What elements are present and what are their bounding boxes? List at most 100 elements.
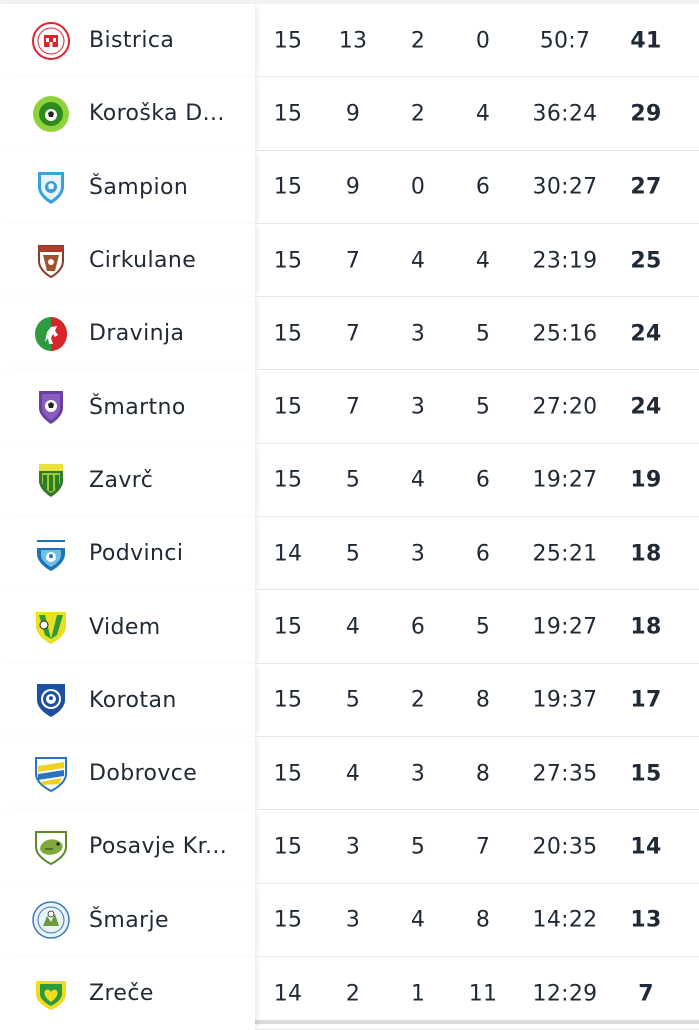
team-stats: 15 7 4 4 23:19 25 [255, 224, 699, 297]
matches-drawn: 3 [410, 394, 426, 420]
table-row[interactable]: Cirkulane 15 7 4 4 23:19 25 [0, 223, 699, 298]
matches-drawn: 2 [410, 687, 426, 713]
matches-lost: 5 [475, 614, 491, 640]
goal-difference: 25:21 [532, 541, 598, 567]
table-row[interactable]: Korotan 15 5 2 8 19:37 17 [0, 663, 699, 737]
team-cell[interactable]: Šampion [0, 150, 255, 224]
points: 41 [630, 28, 662, 54]
matches-drawn: 3 [410, 541, 426, 567]
goal-difference: 20:35 [532, 834, 598, 860]
matches-won: 9 [345, 174, 361, 200]
team-cell[interactable]: Posavje Kr... [0, 810, 255, 884]
matches-played: 15 [273, 321, 303, 347]
matches-lost: 4 [475, 101, 491, 127]
matches-lost: 5 [475, 394, 491, 420]
team-stats: 15 9 2 4 36:24 29 [255, 77, 699, 150]
zrece-crest-icon [31, 974, 71, 1014]
team-name[interactable]: Dobrovce [89, 761, 198, 787]
team-name[interactable]: Zreče [89, 981, 154, 1006]
team-cell[interactable]: Dravinja [0, 297, 255, 371]
team-name[interactable]: Korotan [89, 687, 177, 713]
points: 15 [630, 761, 662, 787]
team-name[interactable]: Šampion [89, 174, 189, 200]
goal-difference: 27:20 [532, 394, 598, 420]
matches-lost: 8 [475, 687, 491, 713]
team-name[interactable]: Posavje Kr... [89, 834, 228, 860]
matches-won: 13 [338, 28, 368, 54]
team-name[interactable]: Dravinja [89, 321, 185, 347]
team-name[interactable]: Bistrica [89, 28, 175, 54]
goal-difference: 30:27 [532, 174, 598, 200]
table-row[interactable]: Šmartno 15 7 3 5 27:20 24 [0, 370, 699, 444]
team-stats: 15 13 2 0 50:7 41 [255, 4, 699, 77]
table-row[interactable]: Zavrč 15 5 4 6 19:27 19 [0, 443, 699, 518]
team-cell[interactable]: Bistrica [0, 4, 255, 78]
bottom-divider [0, 1020, 699, 1024]
standings-table: Bistrica 15 13 2 0 50:7 41 Koroška D... … [0, 4, 699, 1030]
matches-lost: 6 [475, 541, 491, 567]
matches-lost: 5 [475, 321, 491, 347]
table-row[interactable]: Podvinci 14 5 3 6 25:21 18 [0, 517, 699, 591]
points: 13 [630, 907, 662, 933]
matches-lost: 7 [475, 834, 491, 860]
table-row[interactable]: Posavje Kr... 15 3 5 7 20:35 14 [0, 810, 699, 884]
matches-won: 5 [345, 467, 361, 493]
team-stats: 15 7 3 5 25:16 24 [255, 297, 699, 370]
points: 25 [630, 248, 662, 274]
matches-played: 15 [273, 101, 303, 127]
matches-lost: 0 [475, 28, 491, 54]
matches-lost: 8 [475, 907, 491, 933]
team-name[interactable]: Zavrč [89, 467, 154, 493]
matches-played: 15 [273, 907, 303, 933]
goal-difference: 25:16 [532, 321, 598, 347]
matches-drawn: 5 [410, 834, 426, 860]
table-row[interactable]: Bistrica 15 13 2 0 50:7 41 [0, 4, 699, 78]
team-cell[interactable]: Šmartno [0, 370, 255, 444]
matches-won: 3 [345, 834, 361, 860]
team-cell[interactable]: Šmarje [0, 883, 255, 957]
team-cell[interactable]: Zreče [0, 956, 255, 1030]
team-cell[interactable]: Videm [0, 590, 255, 664]
table-row[interactable]: Videm 15 4 6 5 19:27 18 [0, 590, 699, 664]
goal-difference: 36:24 [532, 101, 598, 127]
points: 24 [630, 394, 662, 420]
matches-played: 15 [273, 28, 303, 54]
team-cell[interactable]: Zavrč [0, 443, 255, 518]
matches-won: 9 [345, 101, 361, 127]
team-stats: 15 7 3 5 27:20 24 [255, 370, 699, 443]
matches-lost: 8 [475, 761, 491, 787]
points: 19 [630, 467, 662, 493]
team-cell[interactable]: Podvinci [0, 517, 255, 591]
team-cell[interactable]: Koroška D... [0, 77, 255, 151]
table-row[interactable]: Šmarje 15 3 4 8 14:22 13 [0, 883, 699, 957]
points: 14 [630, 834, 662, 860]
points: 17 [630, 687, 662, 713]
matches-drawn: 6 [410, 614, 426, 640]
team-cell[interactable]: Dobrovce [0, 736, 255, 811]
team-name[interactable]: Podvinci [89, 541, 184, 567]
posavje-crest-icon [31, 827, 71, 867]
matches-won: 4 [345, 761, 361, 787]
team-name[interactable]: Cirkulane [89, 248, 197, 274]
team-cell[interactable]: Korotan [0, 663, 255, 737]
smarje-crest-icon [31, 900, 71, 940]
table-row[interactable]: Dobrovce 15 4 3 8 27:35 15 [0, 736, 699, 811]
table-row[interactable]: Koroška D... 15 9 2 4 36:24 29 [0, 77, 699, 151]
team-stats: 15 4 6 5 19:27 18 [255, 590, 699, 663]
team-name[interactable]: Šmartno [89, 394, 186, 420]
matches-drawn: 2 [410, 28, 426, 54]
team-cell[interactable]: Cirkulane [0, 223, 255, 298]
team-name[interactable]: Videm [89, 614, 161, 640]
team-name[interactable]: Koroška D... [89, 101, 225, 127]
matches-drawn: 3 [410, 761, 426, 787]
zavrc-crest-icon [31, 460, 71, 500]
table-row[interactable]: Dravinja 15 7 3 5 25:16 24 [0, 297, 699, 371]
goal-difference: 50:7 [539, 28, 591, 54]
matches-drawn: 1 [410, 981, 426, 1006]
table-row[interactable]: Šampion 15 9 0 6 30:27 27 [0, 150, 699, 224]
dobrovce-crest-icon [31, 754, 71, 794]
team-name[interactable]: Šmarje [89, 907, 169, 933]
videm-crest-icon [31, 607, 71, 647]
goal-difference: 19:27 [532, 614, 598, 640]
table-row[interactable]: Zreče 14 2 1 11 12:29 7 [0, 956, 699, 1030]
